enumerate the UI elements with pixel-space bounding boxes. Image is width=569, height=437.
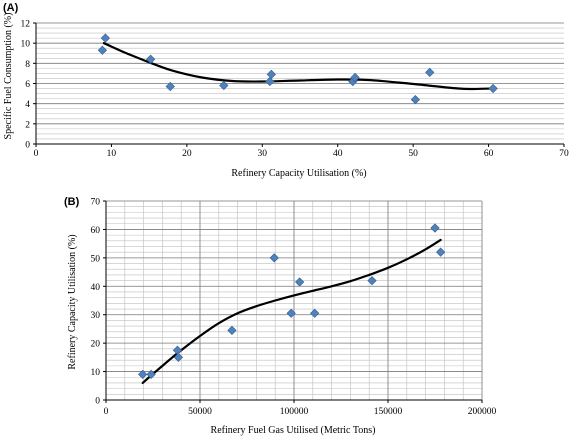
panel-a-trendline-curve [102, 42, 495, 91]
panel-a-data-point [265, 76, 275, 87]
panel-a: (A) 0 10 20 30 40 50 60 70 0 2 4 6 8 10 12 Refinery Ca… [3, 2, 569, 179]
panel-b-data-point [173, 352, 184, 362]
panel-b-data-point [430, 223, 440, 233]
panel-a-label: (A) [3, 2, 19, 14]
panel-a-data-point [350, 72, 360, 83]
panel-b-y-tick-label: 20 [91, 340, 101, 350]
panel-a-data-point [266, 69, 276, 80]
panel-a-data-point [97, 45, 108, 55]
panel-b-x-tick-label: 150000 [374, 407, 403, 417]
panel-a-tick-labels: 0 10 20 30 40 50 60 70 0 2 4 6 8 10 12 [21, 20, 569, 160]
panel-b-x-tick-label: 200000 [468, 407, 497, 417]
panel-b-y-tick-label: 40 [91, 283, 101, 293]
panel-a-y-tick-label: 10 [21, 40, 31, 50]
panel-b-data-point [138, 369, 148, 380]
panel-a-x-tick-label: 40 [333, 149, 343, 159]
panel-a-axes [33, 22, 565, 147]
panel-a-y-tick-label: 4 [25, 100, 30, 110]
panel-a-gridlines [36, 22, 564, 145]
panel-a-y-tick-label: 12 [21, 20, 31, 30]
panel-a-y-tick-label: 0 [25, 141, 30, 151]
panel-b-data-point [172, 345, 183, 355]
panel-a-y-tick-label: 8 [25, 60, 30, 70]
panel-b-data-point [436, 247, 446, 257]
panel-b-data-point [269, 253, 279, 263]
panel-a-points [97, 33, 498, 105]
panel-a-x-tick-label: 0 [34, 149, 39, 159]
panel-a-data-point [219, 80, 229, 91]
panel-b-axes [103, 200, 483, 403]
panel-b-label: (B) [64, 196, 80, 208]
panel-b-points [138, 223, 446, 380]
panel-a-y-tick-label: 6 [25, 80, 30, 90]
panel-a-data-point [425, 67, 435, 78]
panel-b-data-point [310, 308, 320, 318]
panel-a-x-tick-label: 60 [484, 149, 494, 159]
panel-b-data-point [295, 277, 305, 287]
panel-a-x-axis-title: Refinery Capacity Utilisation (%) [231, 168, 366, 179]
panel-b-y-tick-label: 70 [91, 198, 101, 208]
panel-a-trendline [102, 42, 495, 91]
panel-b-data-point [367, 275, 377, 286]
panel-b-data-point [227, 325, 237, 335]
panel-b: (B) 0 50000 100000 150000 200000 0 10 20 30 40 50 6… [64, 196, 497, 436]
panel-a-y-tick-label: 2 [25, 120, 30, 130]
panel-b-data-point [146, 369, 156, 380]
panel-b-gridlines [105, 200, 483, 401]
panel-a-data-point [100, 33, 111, 43]
panel-b-tick-labels: 0 50000 100000 150000 200000 0 10 20 30 40 50 60 70 [91, 198, 497, 418]
panel-a-x-tick-label: 20 [182, 149, 192, 159]
panel-a-x-tick-label: 50 [408, 149, 418, 159]
panel-a-y-axis-title: Specific Fuel Consumption (%) [3, 13, 14, 140]
panel-b-trendline [141, 238, 442, 384]
panel-b-x-tick-label: 0 [104, 407, 109, 417]
panel-b-y-tick-label: 30 [91, 311, 101, 321]
panel-b-y-tick-label: 50 [91, 254, 101, 264]
panel-b-y-tick-label: 0 [95, 397, 100, 407]
panel-b-x-tick-label: 100000 [280, 407, 309, 417]
panel-b-trendline-curve [141, 238, 442, 384]
panel-b-data-point [286, 308, 296, 318]
panel-a-data-point [165, 81, 175, 92]
panel-a-x-tick-label: 70 [559, 149, 569, 159]
panel-a-x-tick-label: 10 [107, 149, 117, 159]
panel-a-x-tick-label: 30 [258, 149, 268, 159]
panel-b-y-tick-label: 10 [91, 368, 101, 378]
panel-b-x-tick-label: 50000 [188, 407, 212, 417]
panel-b-y-axis-title: Refinery Capacity Utilisation (%) [67, 234, 78, 369]
panel-a-data-point [488, 83, 498, 94]
panel-b-x-axis-title: Refinery Fuel Gas Utilised (Metric Tons) [211, 425, 376, 436]
panel-a-data-point [146, 54, 156, 64]
panel-a-data-point [410, 95, 421, 105]
panel-b-y-tick-label: 60 [91, 226, 101, 236]
